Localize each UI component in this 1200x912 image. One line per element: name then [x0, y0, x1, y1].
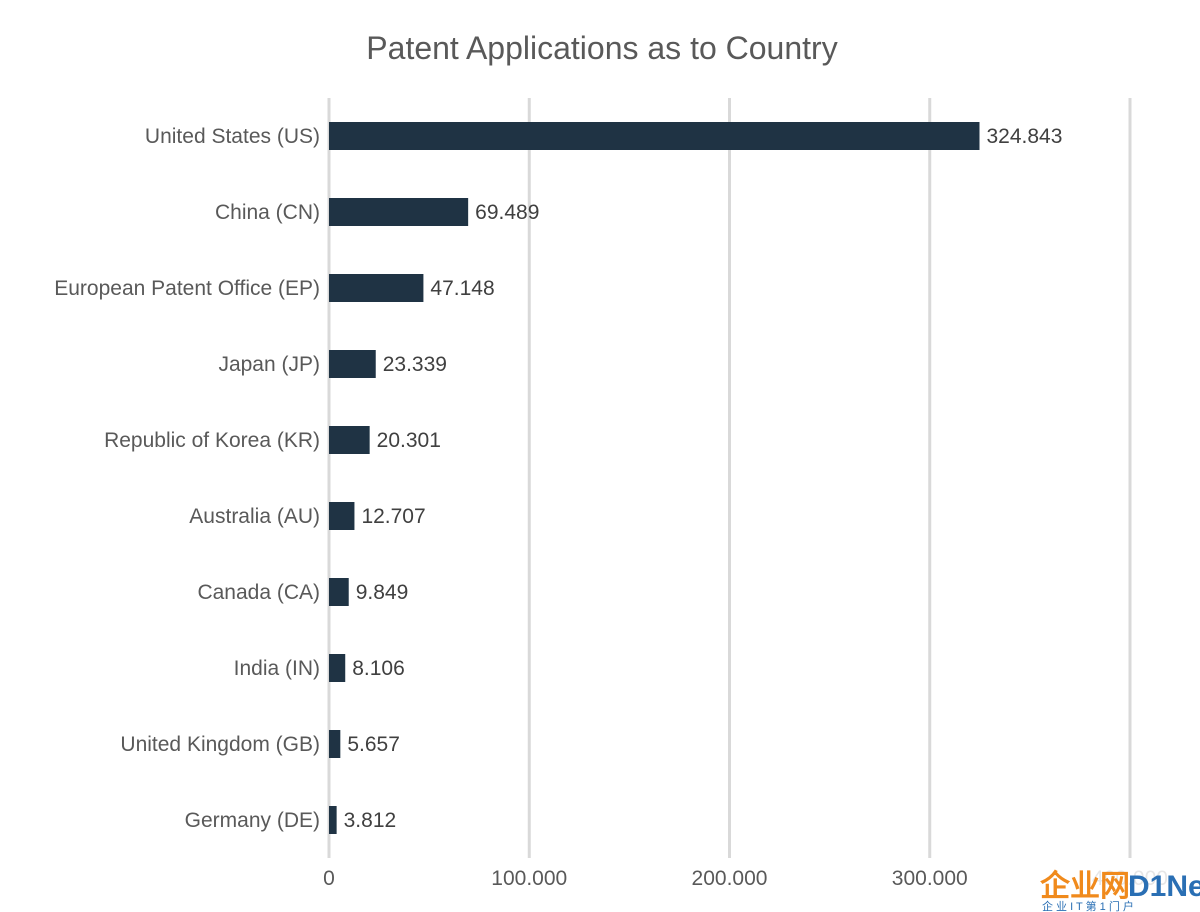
data-label-9: 3.812: [344, 809, 397, 832]
category-labels: United States (US) China (CN) European Pat…: [54, 125, 320, 832]
data-labels: 324.843 69.489 47.148 23.339 20.301 12.707 9.8…: [344, 125, 1063, 832]
bar-6: [329, 578, 349, 606]
category-label-3: Japan (JP): [218, 353, 320, 376]
watermark-tagline: 企 业 I T 第 1 门 户: [1042, 899, 1134, 912]
watermark-brand-cn: 企业网: [1040, 869, 1130, 903]
category-label-8: United Kingdom (GB): [120, 733, 320, 756]
data-label-4: 20.301: [377, 429, 441, 452]
bar-5: [329, 502, 355, 530]
data-label-3: 23.339: [383, 353, 447, 376]
category-label-6: Canada (CA): [197, 581, 320, 604]
data-label-6: 9.849: [356, 581, 409, 604]
category-label-0: United States (US): [145, 125, 320, 148]
category-label-2: European Patent Office (EP): [54, 277, 320, 300]
bar-0: [329, 122, 980, 150]
bar-4: [329, 426, 370, 454]
chart-title: Patent Applications as to Country: [366, 30, 837, 66]
bar-3: [329, 350, 376, 378]
x-tick-label-2: 200.000: [692, 867, 768, 890]
bar-9: [329, 806, 337, 834]
bar-1: [329, 198, 469, 226]
data-label-8: 5.657: [347, 733, 400, 756]
x-tick-label-0: 0: [323, 867, 335, 890]
data-label-1: 69.489: [475, 201, 539, 224]
category-label-7: India (IN): [234, 657, 320, 680]
data-label-5: 12.707: [361, 505, 425, 528]
bar-7: [329, 654, 346, 682]
bars: [329, 122, 980, 834]
watermark-logo: 企业网 D1Net 企 业 I T 第 1 门 户: [1036, 866, 1200, 912]
bar-8: [329, 730, 341, 758]
watermark-brand-en: D1Net: [1128, 870, 1200, 903]
category-label-4: Republic of Korea (KR): [104, 429, 320, 452]
x-tick-label-3: 300.000: [892, 867, 968, 890]
category-label-9: Germany (DE): [185, 809, 320, 832]
category-label-5: Australia (AU): [189, 505, 320, 528]
data-label-0: 324.843: [986, 125, 1062, 148]
data-label-2: 47.148: [430, 277, 494, 300]
bar-2: [329, 274, 424, 302]
data-label-7: 8.106: [352, 657, 405, 680]
x-tick-label-1: 100.000: [491, 867, 567, 890]
category-label-1: China (CN): [215, 201, 320, 224]
